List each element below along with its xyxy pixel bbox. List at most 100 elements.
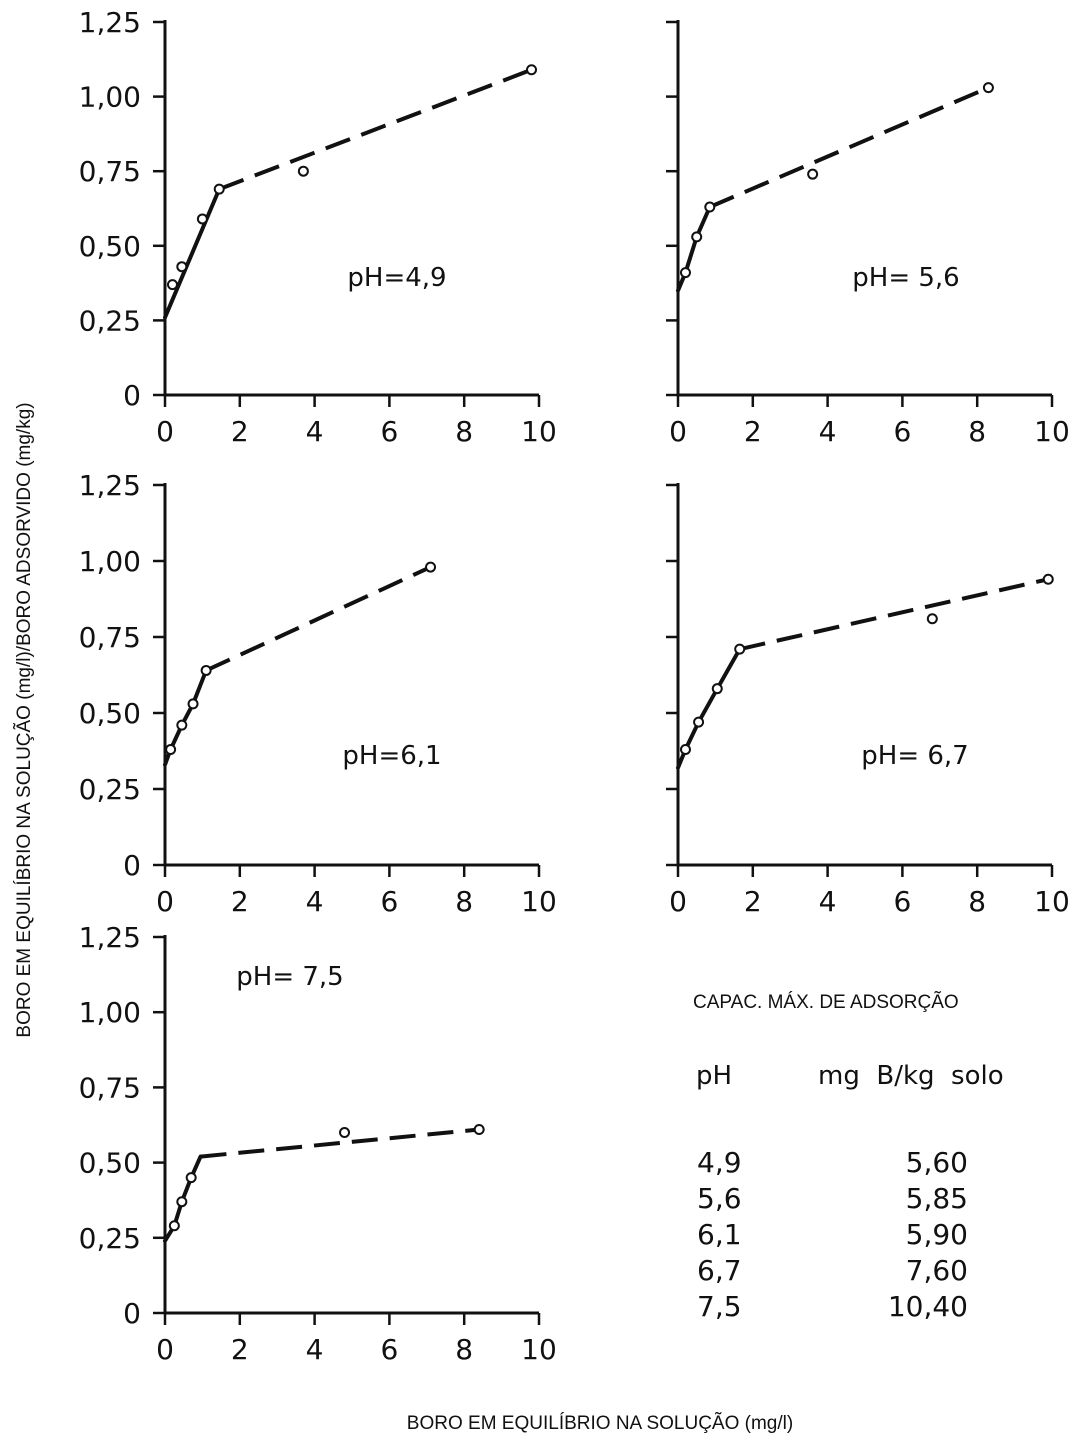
x-tick-label: 4 — [819, 885, 837, 918]
x-tick-label: 2 — [231, 885, 249, 918]
dashed-fit-line — [218, 67, 533, 191]
y-tick-label: 0,25 — [79, 1222, 141, 1255]
y-tick-label: 0,50 — [79, 230, 141, 263]
data-point — [807, 168, 819, 180]
y-axis-title: BORO EM EQUILÍBRIO NA SOLUÇÃO (mg/l)/BOR… — [13, 402, 35, 1037]
x-tick-label: 10 — [1034, 885, 1070, 918]
x-tick-label: 8 — [968, 885, 986, 918]
panel-2: 0 2 4 6 8 10 pH= 5,6 — [666, 20, 1070, 448]
dashed-fit-line — [205, 565, 432, 673]
table-cell-ph: 7,5 — [697, 1290, 742, 1323]
data-point — [339, 1127, 351, 1139]
ph-label: pH= 7,5 — [236, 962, 343, 992]
ph-label: pH= 5,6 — [852, 263, 959, 293]
x-tick-label: 8 — [455, 415, 473, 448]
x-tick-label: 8 — [968, 415, 986, 448]
data-point — [176, 1196, 188, 1208]
y-tick-label: 1,00 — [79, 545, 141, 578]
table-rows: 4,9 5,60 5,6 5,85 6,1 5,90 6,7 7,60 7,5 10,40 — [697, 1146, 968, 1323]
x-axis-title: BORO EM EQUILÍBRIO NA SOLUÇÃO (mg/l) — [407, 1412, 793, 1434]
y-tick-label: 0 — [123, 849, 141, 882]
data-point — [982, 82, 994, 94]
data-point — [168, 1220, 180, 1232]
table-cell-value: 5,90 — [906, 1218, 968, 1251]
x-tick-label: 10 — [521, 885, 557, 918]
data-point — [165, 743, 177, 755]
x-tick-label: 2 — [231, 1333, 249, 1366]
table-cell-value: 7,60 — [906, 1254, 968, 1287]
ph-label: pH= 6,7 — [861, 741, 968, 771]
y-tick-label: 0,50 — [79, 1147, 141, 1180]
data-point — [691, 231, 703, 243]
data-point — [711, 683, 723, 695]
x-tick-label: 10 — [521, 415, 557, 448]
x-tick-label: 10 — [521, 1333, 557, 1366]
x-tick-label: 4 — [306, 415, 324, 448]
y-tick-label: 1,25 — [79, 6, 141, 39]
x-tick-label: 0 — [156, 415, 174, 448]
data-point — [176, 719, 188, 731]
table-cell-ph: 6,7 — [697, 1254, 742, 1287]
y-tick-label: 0,25 — [79, 304, 141, 337]
x-tick-label: 6 — [380, 1333, 398, 1366]
dashed-fit-line — [739, 577, 1049, 652]
panel-4: 0 2 4 6 8 10 pH= 6,7 — [666, 483, 1070, 918]
table-cell-ph: 5,6 — [697, 1182, 742, 1215]
data-point — [526, 64, 538, 76]
x-tick-label: 10 — [1034, 415, 1070, 448]
x-tick-label: 4 — [306, 885, 324, 918]
table-cell-ph: 6,1 — [697, 1218, 742, 1251]
solid-fit-line — [676, 205, 712, 293]
table-cell-ph: 4,9 — [697, 1146, 742, 1179]
table-title: CAPAC. MÁX. DE ADSORÇÃO — [693, 991, 959, 1013]
y-tick-label: 0,75 — [79, 155, 141, 188]
x-tick-label: 8 — [455, 1333, 473, 1366]
data-point — [185, 1172, 197, 1184]
x-tick-label: 6 — [380, 885, 398, 918]
data-point — [196, 213, 208, 225]
x-tick-label: 6 — [380, 415, 398, 448]
x-tick-label: 0 — [669, 885, 687, 918]
y-tick-label: 1,00 — [79, 996, 141, 1029]
solid-fit-line — [163, 187, 222, 320]
data-point — [693, 716, 705, 728]
table-cell-value: 5,60 — [906, 1146, 968, 1179]
dashed-fit-line — [200, 1127, 480, 1159]
data-point — [297, 165, 309, 177]
x-tick-label: 4 — [819, 415, 837, 448]
data-point — [734, 643, 746, 655]
y-tick-label: 0,75 — [79, 621, 141, 654]
data-point — [166, 279, 178, 291]
x-tick-label: 0 — [156, 885, 174, 918]
x-tick-label: 0 — [156, 1333, 174, 1366]
y-tick-label: 1,25 — [79, 921, 141, 954]
y-tick-label: 1,00 — [79, 81, 141, 114]
data-point — [176, 261, 188, 273]
table-cell-value: 5,85 — [906, 1182, 968, 1215]
x-tick-label: 2 — [744, 885, 762, 918]
data-point — [1042, 573, 1054, 585]
panel-3: 0 0,25 0,50 0,75 1,00 1,25 0 2 4 6 8 10 pH=6,1 — [79, 469, 557, 918]
ph-label: pH=6,1 — [342, 741, 441, 771]
x-tick-label: 0 — [669, 415, 687, 448]
data-point — [704, 201, 716, 213]
data-point — [200, 664, 212, 676]
y-tick-label: 0,50 — [79, 697, 141, 730]
data-point — [187, 698, 199, 710]
data-point — [926, 613, 938, 625]
y-tick-label: 0 — [123, 379, 141, 412]
y-tick-label: 1,25 — [79, 469, 141, 502]
data-point — [473, 1124, 485, 1136]
panels: 0 0,25 0,50 0,75 1,00 1,25 0 2 4 6 8 10 pH=4,9 0 2 4 6 8 1… — [79, 6, 1070, 1366]
table-header-value: mg B/kg solo — [818, 1061, 1004, 1091]
table-header-ph: pH — [696, 1061, 732, 1091]
x-tick-label: 8 — [455, 885, 473, 918]
panel-1: 0 0,25 0,50 0,75 1,00 1,25 0 2 4 6 8 10 pH=4,9 — [79, 6, 557, 448]
y-tick-label: 0,25 — [79, 773, 141, 806]
capacity-table: CAPAC. MÁX. DE ADSORÇÃO pH mg B/kg solo … — [693, 991, 1004, 1323]
x-tick-label: 2 — [231, 415, 249, 448]
x-tick-label: 2 — [744, 415, 762, 448]
dashed-fit-line — [709, 85, 990, 209]
x-tick-label: 6 — [893, 415, 911, 448]
y-tick-label: 0 — [123, 1297, 141, 1330]
